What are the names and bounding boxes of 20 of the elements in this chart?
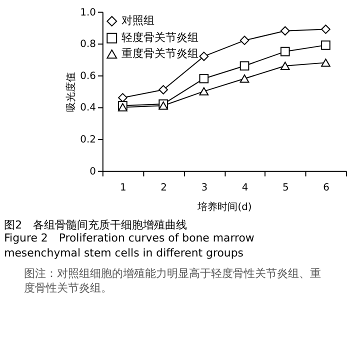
x-tick-label: 4 bbox=[242, 182, 248, 194]
x-tick-label: 1 bbox=[120, 182, 126, 194]
x-tick-label: 2 bbox=[160, 182, 167, 194]
y-tick-label: 1.0 bbox=[80, 7, 96, 18]
x-tick-label: 3 bbox=[201, 182, 208, 194]
y-tick-label: 0.8 bbox=[80, 39, 96, 50]
legend-label: 重度骨关节炎组 bbox=[121, 47, 198, 60]
y-axis-title: 吸光度值 bbox=[65, 72, 78, 112]
legend-label: 对照组 bbox=[121, 14, 154, 28]
y-tick-label: 0 bbox=[90, 166, 96, 178]
text: Figure 2 Proliferation curves of bone marrow mesenchymal stem cells in different groups bbox=[4, 231, 254, 260]
y-tick-label: 0.2 bbox=[80, 134, 96, 146]
x-axis-title: 培养时间(d) bbox=[196, 201, 252, 214]
y-tick-label: 0.4 bbox=[80, 102, 96, 114]
x-tick-label: 6 bbox=[323, 182, 330, 194]
y-tick-label: 0.6 bbox=[80, 70, 96, 82]
x-tick-label: 5 bbox=[282, 182, 289, 194]
text: 图2 各组骨髓间充质干细胞增殖曲线 bbox=[4, 218, 188, 232]
legend-label: 轻度骨关节炎组 bbox=[121, 31, 198, 44]
text: 图注：对照组细胞的增殖能力明显高于轻度骨性关节炎组、重度骨性关节炎组。 bbox=[24, 266, 321, 295]
